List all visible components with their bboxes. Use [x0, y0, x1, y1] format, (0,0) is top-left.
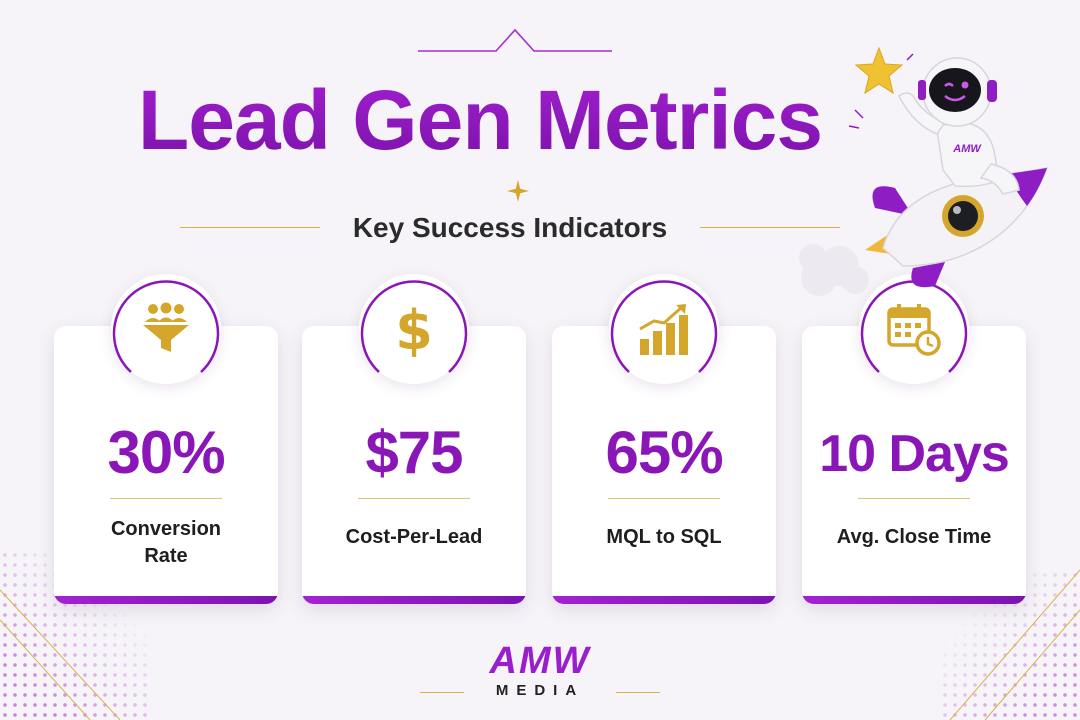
smoke-cloud — [799, 244, 869, 296]
metric-label: MQL to SQL — [606, 526, 722, 548]
metric-card-accent-bar — [54, 596, 278, 604]
page-subtitle: Key Success Indicators — [352, 212, 668, 243]
logo-line-right — [616, 692, 660, 693]
funnel-people-icon — [111, 274, 221, 384]
metric-value: 30% — [107, 419, 225, 486]
mascot-badge: AMW — [952, 143, 982, 155]
metric-card-accent-bar — [552, 596, 776, 604]
logo-line-left — [420, 692, 464, 693]
metric-divider — [358, 498, 470, 499]
logo-wordmark: AMW — [489, 640, 591, 682]
corner-lines-left — [0, 589, 121, 720]
subtitle-line-left — [180, 227, 320, 228]
metric-value: $75 — [365, 419, 463, 486]
metric-card-accent-bar — [302, 596, 526, 604]
metric-card-avg-close-time: 10 Days Avg. Close Time — [802, 326, 1026, 604]
metric-value: 10 Days — [819, 425, 1010, 483]
calendar-clock-icon — [859, 274, 969, 384]
metric-label: Cost-Per-Lead — [345, 526, 483, 548]
astronaut-rocket-illustration: AMW — [799, 46, 1049, 296]
logo-subtext: MEDIA — [495, 682, 585, 699]
metric-value: 65% — [605, 419, 723, 486]
metric-divider — [608, 498, 720, 499]
subtitle-row: Key Success Indicators — [180, 210, 840, 244]
metric-label: Conversion Rate — [110, 518, 222, 567]
corner-lines-right — [949, 569, 1080, 720]
metric-divider — [110, 498, 222, 499]
dollar-sign-icon: $ — [359, 274, 469, 384]
growth-chart-icon — [609, 274, 719, 384]
subtitle-line-right — [700, 227, 840, 228]
page-title: Lead Gen Metrics — [0, 72, 960, 169]
metric-label: Avg. Close Time — [836, 526, 992, 548]
sparkle-icon — [507, 180, 529, 202]
brand-logo: AMW MEDIA — [420, 640, 660, 700]
svg-text:$: $ — [395, 299, 433, 359]
top-ornament — [418, 28, 612, 52]
metric-divider — [858, 498, 970, 499]
metric-card-accent-bar — [802, 596, 1026, 604]
